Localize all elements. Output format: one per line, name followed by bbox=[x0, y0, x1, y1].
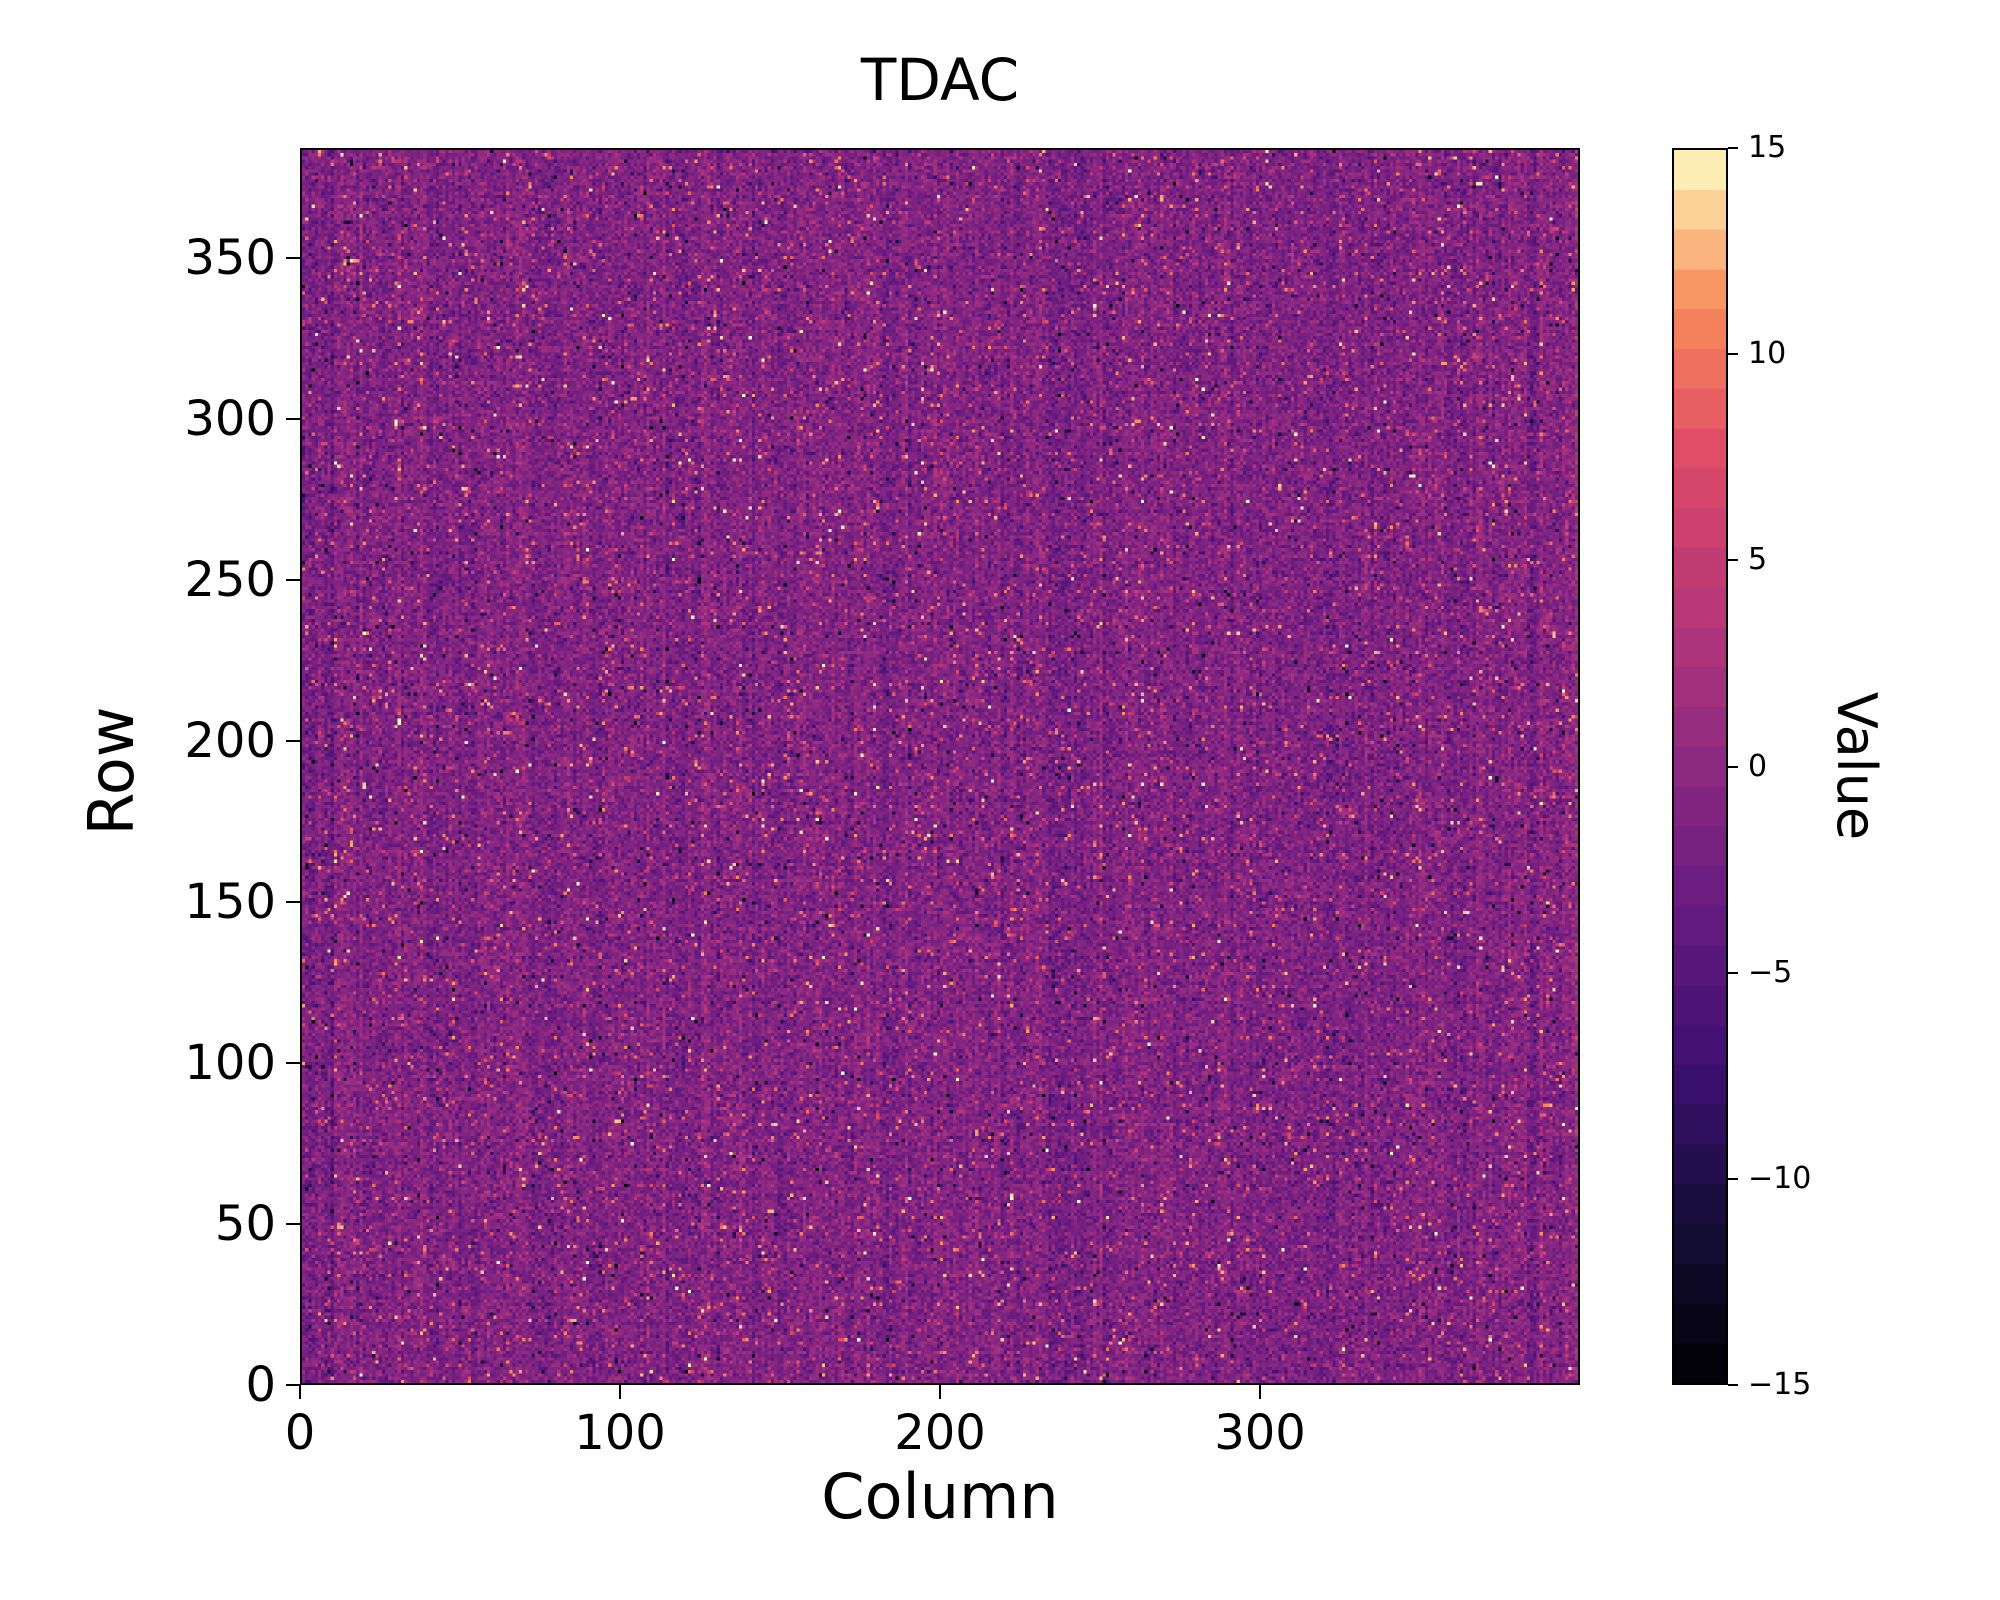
y-tick-mark bbox=[286, 739, 300, 742]
x-tick-mark bbox=[619, 1385, 621, 1399]
y-tick-label: 300 bbox=[184, 390, 276, 447]
y-tick-mark bbox=[286, 417, 300, 420]
colorbar-tick-mark bbox=[1728, 765, 1738, 768]
x-tick-mark bbox=[939, 1385, 941, 1399]
colorbar-tick-label: 15 bbox=[1748, 130, 1787, 165]
y-tick-label: 350 bbox=[184, 229, 276, 286]
colorbar-tick-mark bbox=[1728, 1177, 1738, 1180]
colorbar-canvas bbox=[1674, 150, 1726, 1383]
y-tick-mark bbox=[286, 1384, 300, 1386]
y-tick-mark bbox=[286, 1222, 300, 1225]
x-axis-label: Column bbox=[821, 1460, 1059, 1533]
colorbar-tick-label: 5 bbox=[1748, 542, 1768, 578]
colorbar-tick-label: −5 bbox=[1748, 954, 1793, 990]
y-tick-label: 100 bbox=[184, 1034, 276, 1091]
colorbar-tick-mark bbox=[1728, 559, 1738, 562]
y-tick-mark bbox=[286, 900, 300, 903]
y-tick-label: 250 bbox=[184, 551, 276, 608]
chart-title: TDAC bbox=[860, 46, 1020, 114]
heatmap-canvas bbox=[302, 150, 1578, 1383]
y-tick-mark bbox=[286, 256, 300, 259]
colorbar-tick-label: −10 bbox=[1748, 1160, 1812, 1196]
y-tick-mark bbox=[286, 1061, 300, 1064]
colorbar-tick-mark bbox=[1728, 147, 1738, 149]
heatmap-plot-area bbox=[300, 148, 1580, 1385]
colorbar-tick-mark bbox=[1728, 971, 1738, 974]
colorbar-tick-label: 10 bbox=[1748, 336, 1787, 372]
y-tick-mark bbox=[286, 578, 300, 581]
x-tick-label: 200 bbox=[894, 1405, 986, 1461]
x-tick-mark bbox=[299, 1385, 301, 1399]
x-tick-label: 300 bbox=[1214, 1405, 1306, 1461]
y-tick-label: 200 bbox=[184, 712, 276, 769]
x-tick-label: 100 bbox=[574, 1405, 666, 1461]
colorbar-tick-label: −15 bbox=[1748, 1367, 1812, 1402]
y-tick-label: 50 bbox=[214, 1195, 276, 1252]
colorbar-tick-label: 0 bbox=[1748, 748, 1768, 784]
colorbar-tick-mark bbox=[1728, 1384, 1738, 1386]
y-tick-label: 150 bbox=[184, 873, 276, 930]
x-tick-mark bbox=[1259, 1385, 1261, 1399]
x-tick-label: 0 bbox=[284, 1405, 316, 1461]
y-tick-label: 0 bbox=[245, 1357, 276, 1413]
colorbar bbox=[1672, 148, 1728, 1385]
colorbar-tick-mark bbox=[1728, 353, 1738, 356]
